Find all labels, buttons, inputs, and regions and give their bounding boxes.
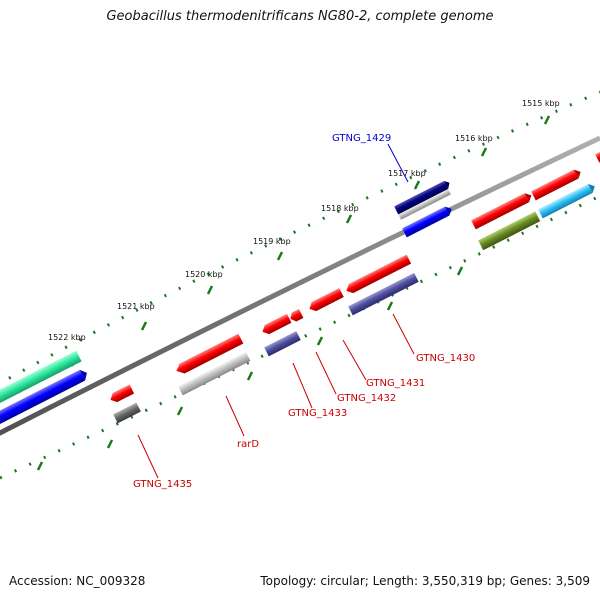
gene-labels: GTNG_1429 GTNG_1430 GTNG_1431 GTNG_1432 … [133, 133, 475, 490]
cds-gray-gtng-1435[interactable] [113, 403, 141, 424]
cds-silver-rard[interactable] [178, 352, 250, 395]
ruler-label: 1521 kbp [117, 302, 155, 311]
ruler-label: 1519 kbp [253, 237, 291, 246]
ruler-dots-outer [0, 92, 600, 386]
gene-label-gtng-1433[interactable]: GTNG_1433 [288, 408, 347, 419]
ruler-major-ticks [72, 116, 549, 366]
genome-map-view: Geobacillus thermodenitrificans NG80-2, … [0, 0, 600, 600]
genome-summary-text: Topology: circular; Length: 3,550,319 bp… [260, 574, 590, 588]
forward-strand-features [0, 149, 600, 424]
label-leaders [138, 144, 414, 478]
ruler-label: 1515 kbp [522, 99, 560, 108]
leader-gtng-1431 [343, 340, 366, 380]
gene-label-gtng-1435[interactable]: GTNG_1435 [133, 479, 192, 490]
leader-gtng-1435 [138, 435, 158, 478]
gene-label-gtng-1430[interactable]: GTNG_1430 [416, 353, 475, 364]
ruler-label: 1520 kbp [185, 270, 223, 279]
cds-slate-gtng-1433[interactable] [264, 331, 301, 356]
ruler-label: 1517 kbp [388, 169, 426, 178]
genome-map-canvas: 1515 kbp 1516 kbp 1517 kbp 1518 kbp 1519… [0, 0, 600, 600]
cds-red-gtng-1433[interactable] [260, 314, 291, 337]
cds-red[interactable] [595, 149, 600, 162]
genome-backbone [0, 138, 600, 438]
ruler-dots-inner [0, 196, 600, 478]
ruler-label: 1516 kbp [455, 134, 493, 143]
gene-label-gtng-1429[interactable]: GTNG_1429 [332, 133, 391, 144]
leader-gtng-1430 [393, 314, 414, 354]
cds-red-gtng-1431[interactable] [307, 288, 344, 313]
leader-rard [226, 396, 244, 436]
ruler-label: 1522 kbp [48, 333, 86, 342]
gene-label-gtng-1432[interactable]: GTNG_1432 [337, 393, 396, 404]
accession-text: Accession: NC_009328 [9, 574, 145, 588]
gene-label-rard[interactable]: rarD [237, 439, 259, 450]
cds-red-gtng-1435[interactable] [108, 385, 134, 405]
leader-gtng-1433 [293, 363, 312, 408]
ruler-label: 1518 kbp [321, 204, 359, 213]
gene-label-gtng-1431[interactable]: GTNG_1431 [366, 378, 425, 389]
leader-gtng-1432 [316, 352, 336, 394]
